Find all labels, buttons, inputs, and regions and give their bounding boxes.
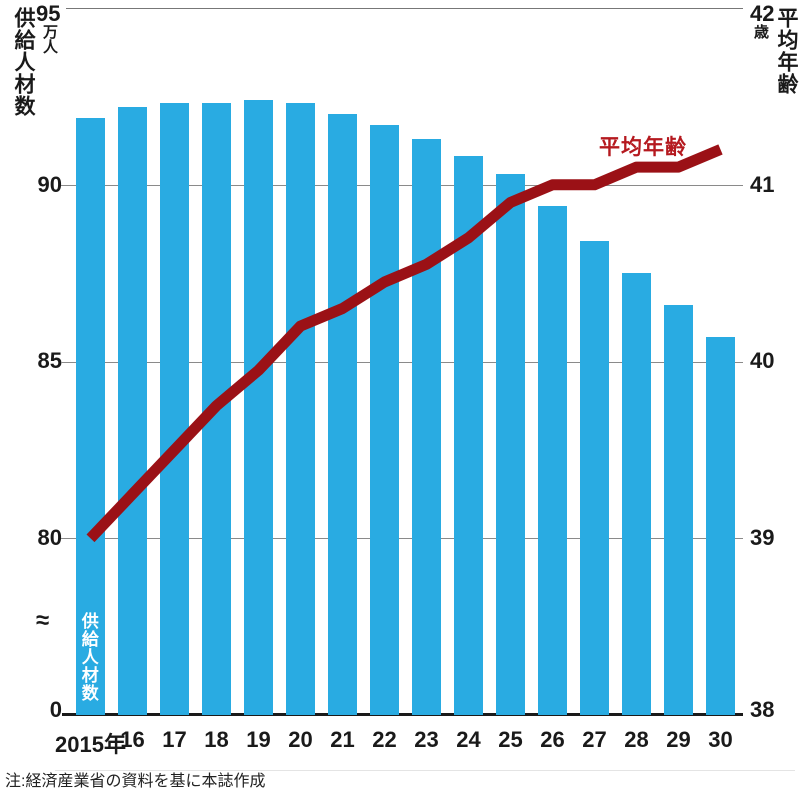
x-label-17: 17 [162,727,187,752]
x-label-25: 25 [498,727,523,752]
gridline-39 [61,538,743,539]
bar-19 [244,99,273,715]
x-label-16: 16 [120,727,145,752]
bar-21 [328,114,357,715]
bar-27 [580,241,609,715]
x-label-2015年: 2015年 [55,732,126,757]
bar-25 [496,174,525,715]
plot-area: 供給人材数 平均年齢 [61,8,743,715]
source-note: 注:経済産業省の資料を基に本誌作成 [5,773,266,790]
x-axis-labels: 2015年 16 17 18 19 20 21 22 23 24 25 26 27 28 29 30 [0,727,800,757]
bar-22 [370,124,399,715]
right-axis-unit: 歳 [752,24,769,39]
bar-29 [664,304,693,715]
right-axis-top-value: 42 [750,1,775,26]
bar-2015年 [76,117,105,715]
x-label-30: 30 [708,727,733,752]
right-axis-tick-41: 41 [750,172,775,197]
x-label-28: 28 [624,727,649,752]
left-axis-tick-80: 80 [37,525,62,550]
x-label-18: 18 [204,727,229,752]
left-axis-title: 供給人材数 [12,7,35,117]
x-label-21: 21 [330,727,355,752]
right-axis-tick-40: 40 [750,348,775,373]
right-axis-title: 平均年齢 [775,7,798,95]
x-label-24: 24 [456,727,481,752]
average-age-line [86,144,723,543]
x-axis-baseline [62,713,743,716]
bar-20 [286,103,315,715]
left-axis-top-value: 95 [36,1,61,26]
bar-30 [706,336,735,715]
x-label-20: 20 [288,727,313,752]
left-axis-tick-85: 85 [37,348,62,373]
x-label-23: 23 [414,727,439,752]
bar-series-inline-label: 供給人材数 [78,612,98,702]
bar-23 [412,138,441,715]
top-border-line [66,8,743,9]
x-label-29: 29 [666,727,691,752]
right-axis-tick-39: 39 [750,525,775,550]
x-label-19: 19 [246,727,271,752]
bar-28 [622,273,651,715]
left-axis-unit: 万人 [41,24,58,54]
footer-rule [55,770,795,771]
x-label-22: 22 [372,727,397,752]
right-axis-bottom-value: 38 [750,697,775,722]
gridline-40 [61,362,743,363]
x-label-27: 27 [582,727,607,752]
gridline-41 [61,185,743,186]
line-series [86,144,723,543]
left-axis-tick-90: 90 [37,172,62,197]
bar-16 [118,106,147,715]
left-axis-zero: 0 [49,697,62,722]
bar-26 [538,205,567,715]
x-label-26: 26 [540,727,565,752]
line-series-inline-label: 平均年齢 [599,136,687,159]
bar-17 [160,103,189,715]
axis-break-icon: ≈ [36,607,50,634]
